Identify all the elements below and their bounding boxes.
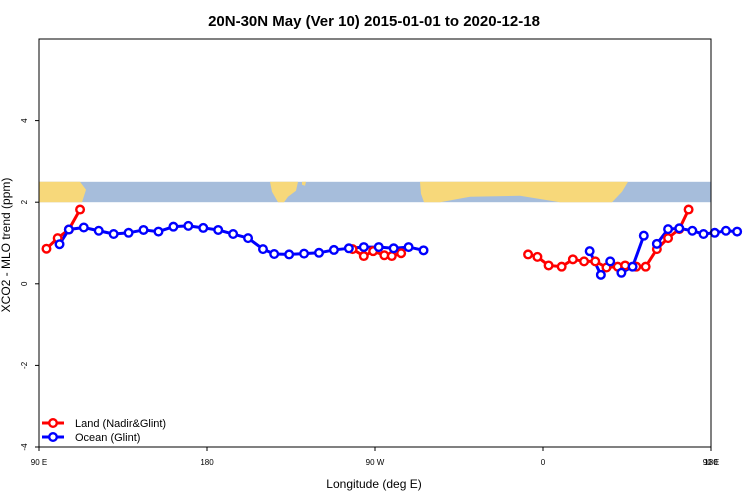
data-point-ocean (403, 242, 414, 253)
y-tick-label: 4 (20, 118, 29, 123)
data-point-land (532, 251, 543, 262)
data-point-ocean (63, 224, 74, 235)
data-point-ocean (674, 223, 685, 234)
x-axis-label: Longitude (deg E) (326, 477, 421, 491)
data-point-land (396, 248, 407, 259)
legend: Land (Nadir&Glint) Ocean (Glint) (42, 418, 166, 444)
x-tick-label: 180 (704, 458, 718, 467)
data-point-ocean (183, 220, 194, 231)
data-point-ocean (698, 229, 709, 240)
legend-item-ocean: Ocean (Glint) (42, 432, 140, 444)
data-point-land (75, 204, 86, 215)
map-land-0 (39, 181, 86, 203)
data-point-land (640, 261, 651, 272)
x-tick-label: 90 E (31, 458, 47, 467)
x-tick-label: 0 (541, 458, 546, 467)
y-tick-label: 0 (20, 281, 29, 286)
map-land-2 (420, 181, 628, 203)
x-tick-label: 90 E (703, 458, 719, 467)
map-land-3 (302, 181, 306, 186)
data-point-ocean (687, 225, 698, 236)
data-point-ocean (709, 227, 720, 238)
series-line-land-0 (45, 208, 82, 250)
data-point-ocean (584, 246, 595, 257)
data-point-land (358, 251, 369, 262)
data-point-ocean (93, 225, 104, 236)
legend-marker-land (48, 418, 59, 429)
data-point-ocean (269, 249, 280, 260)
y-tick-label: -2 (20, 361, 29, 369)
map-land-1 (270, 181, 298, 203)
data-point-ocean (651, 238, 662, 249)
data-point-land (386, 251, 397, 262)
legend-item-land: Land (Nadir&Glint) (42, 418, 166, 430)
data-point-ocean (328, 244, 339, 255)
data-point-land (567, 254, 578, 265)
data-point-land (590, 256, 601, 267)
data-point-ocean (314, 247, 325, 258)
data-point-ocean (123, 227, 134, 238)
x-tick-label: 180 (200, 458, 214, 467)
series-line-land-2 (527, 208, 690, 269)
data-point-land (523, 249, 534, 260)
data-point-ocean (638, 230, 649, 241)
data-point-ocean (373, 242, 384, 253)
data-point-ocean (358, 242, 369, 253)
data-point-ocean (78, 222, 89, 233)
data-point-ocean (138, 224, 149, 235)
data-point-ocean (243, 233, 254, 244)
data-point-ocean (228, 229, 239, 240)
data-point-land (663, 233, 674, 244)
data-point-ocean (418, 245, 429, 256)
y-axis: -4 -2 0 2 4 (20, 118, 39, 451)
legend-marker-ocean (48, 432, 59, 443)
data-point-ocean (388, 243, 399, 254)
data-point-ocean (108, 229, 119, 240)
data-point-land (556, 261, 567, 272)
data-point-ocean (153, 226, 164, 237)
data-point-land (543, 260, 554, 271)
chart-title: 20N-30N May (Ver 10) 2015-01-01 to 2020-… (208, 13, 540, 30)
x-tick-label: 90 W (366, 458, 385, 467)
data-point-land (41, 243, 52, 254)
data-point-land (683, 204, 694, 215)
data-point-ocean (213, 224, 224, 235)
data-point-ocean (343, 243, 354, 254)
plot-frame (38, 38, 712, 448)
data-point-ocean (54, 239, 65, 250)
y-tick-label: 2 (20, 199, 29, 204)
data-point-ocean (663, 224, 674, 235)
y-tick-label: -4 (20, 443, 29, 451)
data-point-ocean (595, 269, 606, 280)
series-layer (41, 204, 743, 280)
data-point-ocean (168, 221, 179, 232)
legend-label-ocean: Ocean (Glint) (75, 432, 140, 444)
data-point-ocean (627, 261, 638, 272)
data-point-ocean (616, 267, 627, 278)
data-point-land (579, 256, 590, 267)
data-point-ocean (732, 226, 743, 237)
data-point-ocean (299, 248, 310, 259)
map-strip (39, 181, 711, 203)
data-point-ocean (198, 222, 209, 233)
data-point-ocean (605, 256, 616, 267)
data-point-ocean (284, 249, 295, 260)
legend-label-land: Land (Nadir&Glint) (75, 418, 166, 430)
y-axis-label: XCO2 - MLO trend (ppm) (0, 178, 13, 313)
data-point-ocean (258, 244, 269, 255)
data-point-ocean (720, 225, 731, 236)
